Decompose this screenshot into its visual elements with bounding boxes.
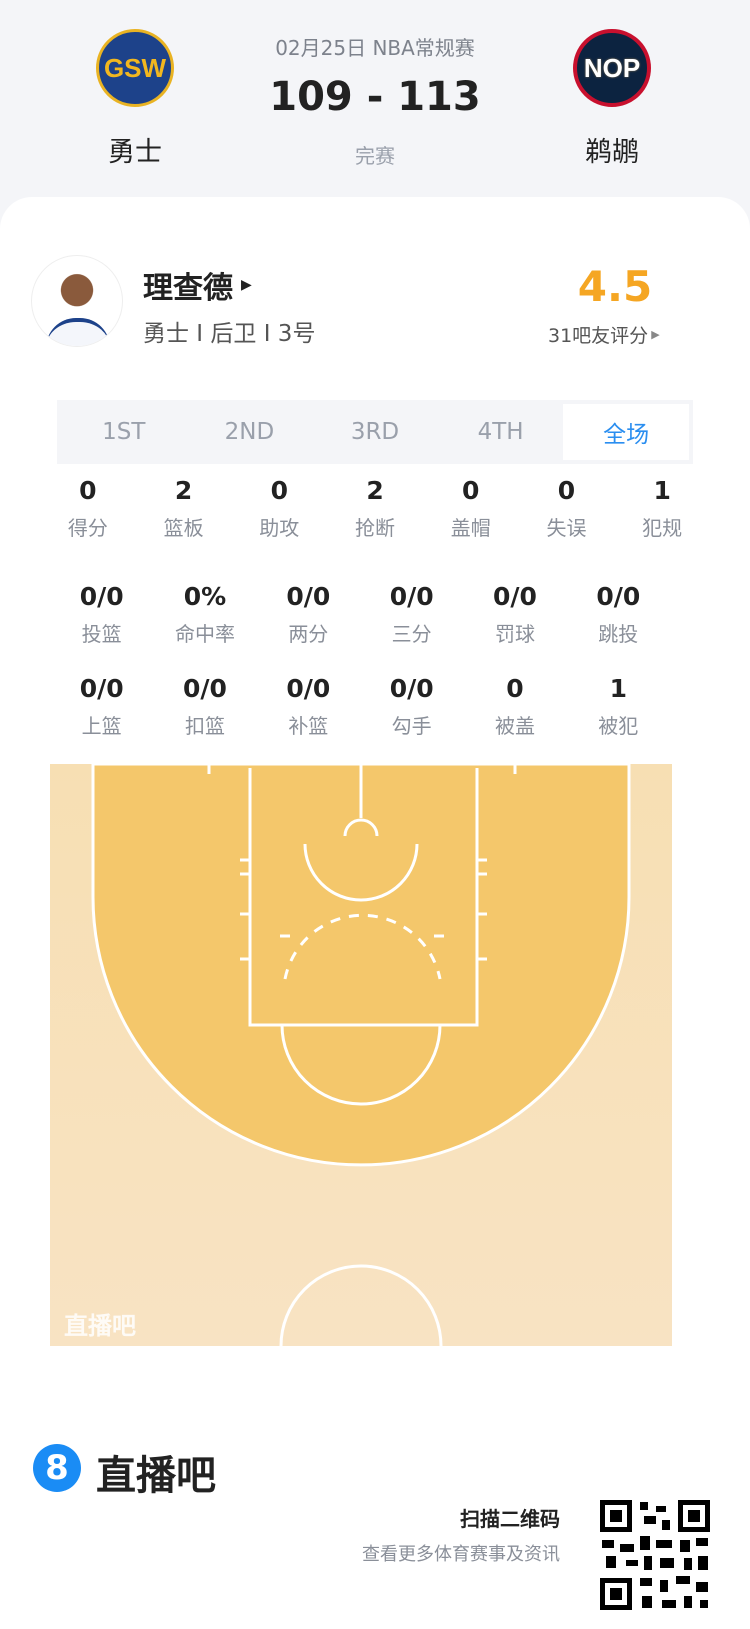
- gsw-logo: GSW: [96, 29, 174, 107]
- stat-fg: 0/0 投篮: [50, 580, 153, 647]
- stat-label: 盖帽: [450, 516, 491, 540]
- match-date-league: 02月25日 NBA常规赛: [275, 36, 475, 60]
- tab-2nd[interactable]: 2ND: [224, 419, 275, 445]
- stat-ft: 0/0 罚球: [463, 580, 566, 647]
- stat-assists: 0 助攻: [231, 474, 327, 541]
- stat-value: 1: [609, 674, 627, 703]
- stat-value: 0/0: [493, 582, 537, 611]
- stat-label: 被盖: [494, 714, 535, 738]
- tab-full-game[interactable]: 全场: [563, 404, 689, 460]
- tab-4th[interactable]: 4TH: [477, 419, 524, 445]
- stat-label: 罚球: [494, 622, 535, 646]
- center-circle: [279, 1264, 443, 1346]
- three-point-area: [91, 764, 631, 1167]
- stat-turnovers: 0 失误: [519, 474, 615, 541]
- stat-label: 失误: [546, 516, 587, 540]
- stat-tipin: 0/0 补篮: [257, 672, 360, 739]
- away-team-name[interactable]: 鹈鹕: [585, 137, 639, 168]
- player-name-link[interactable]: 理查德 ▶: [143, 263, 252, 307]
- nop-logo: NOP: [573, 29, 651, 107]
- stat-layup: 0/0 上篮: [50, 672, 153, 739]
- stat-blocks: 0 盖帽: [423, 474, 519, 541]
- match-status: 完赛: [355, 144, 395, 168]
- brand-logo-icon: 8: [33, 1444, 81, 1492]
- scan-subtitle: 查看更多体育赛事及资讯: [362, 1544, 560, 1565]
- caret-right-icon: ▶: [241, 277, 252, 293]
- stat-2pt: 0/0 两分: [257, 580, 360, 647]
- rating-label: 31吧友评分: [548, 325, 649, 347]
- stat-value: 0/0: [389, 582, 434, 611]
- stat-value: 0%: [183, 582, 227, 611]
- stat-label: 两分: [288, 622, 329, 646]
- stats-row-shooting: 0/0 投篮 0% 命中率 0/0 两分 0/0 三分 0/0 罚球 0/0 跳投: [50, 580, 670, 647]
- stat-value: 1: [653, 476, 671, 505]
- brand-name: 直播吧: [96, 1453, 216, 1499]
- stat-label: 篮板: [163, 516, 204, 540]
- stat-fouled: 1 被犯: [567, 672, 670, 739]
- stats-row-basic: 0 得分 2 篮板 0 助攻 2 抢断 0 盖帽 0 失误 1 犯规: [40, 474, 710, 541]
- stat-value: 0: [270, 476, 288, 505]
- caret-right-icon: ▶: [651, 328, 660, 341]
- stat-label: 勾手: [391, 714, 432, 738]
- stat-label: 得分: [67, 516, 108, 540]
- court-watermark: 直播吧: [64, 1312, 136, 1340]
- player-rating: 4.5: [577, 262, 653, 311]
- period-tabs: 1ST 2ND 3RD 4TH 全场: [57, 400, 693, 464]
- stat-hook: 0/0 勾手: [360, 672, 463, 739]
- stat-blocked: 0 被盖: [463, 672, 566, 739]
- stat-rebounds: 2 篮板: [136, 474, 232, 541]
- score: 109 - 113: [269, 74, 481, 120]
- player-avatar[interactable]: [31, 255, 123, 347]
- rim: [343, 818, 379, 837]
- stat-label: 被犯: [598, 714, 639, 738]
- shot-chart-court: [50, 764, 672, 1346]
- stat-label: 犯规: [642, 516, 683, 540]
- free-throw-circle-lower: [280, 1024, 442, 1106]
- stat-value: 0/0: [286, 674, 331, 703]
- stat-label: 上篮: [81, 714, 122, 738]
- stat-label: 助攻: [259, 516, 300, 540]
- stat-label: 补篮: [288, 714, 329, 738]
- stat-value: 0/0: [286, 582, 331, 611]
- stat-steals: 2 抢断: [327, 474, 423, 541]
- stat-value: 0: [557, 476, 576, 505]
- qr-code: [600, 1500, 710, 1610]
- stat-value: 0/0: [79, 674, 124, 703]
- stat-label: 跳投: [598, 622, 639, 646]
- rating-link[interactable]: 31吧友评分 ▶: [548, 321, 660, 348]
- stat-value: 0: [462, 476, 480, 505]
- stat-label: 命中率: [174, 622, 235, 646]
- stat-label: 三分: [391, 622, 432, 646]
- stat-points: 0 得分: [40, 474, 136, 541]
- stat-label: 抢断: [355, 516, 396, 540]
- stat-value: 0/0: [596, 582, 641, 611]
- stats-row-shot-types: 0/0 上篮 0/0 扣篮 0/0 补篮 0/0 勾手 0 被盖 1 被犯: [50, 672, 670, 739]
- stat-dunk: 0/0 扣篮: [153, 672, 256, 739]
- scan-title: 扫描二维码: [460, 1507, 560, 1531]
- stat-value: 2: [174, 476, 193, 505]
- stat-fg-pct: 0% 命中率: [153, 580, 256, 647]
- stat-value: 0: [506, 674, 524, 703]
- stat-label: 扣篮: [184, 714, 225, 738]
- home-team-name[interactable]: 勇士: [108, 137, 162, 168]
- stat-value: 0/0: [389, 674, 434, 703]
- stat-value: 2: [366, 476, 384, 505]
- paint: [248, 768, 479, 1027]
- stat-label: 投篮: [81, 622, 122, 646]
- tab-1st[interactable]: 1ST: [102, 419, 146, 445]
- stat-value: 0: [79, 476, 97, 505]
- tab-3rd[interactable]: 3RD: [350, 419, 400, 445]
- stat-value: 0/0: [183, 674, 227, 703]
- player-info: 勇士 I 后卫 I 3号: [143, 321, 316, 347]
- stat-value: 0/0: [79, 582, 124, 611]
- stat-jumpshot: 0/0 跳投: [567, 580, 670, 647]
- restricted-arc: [303, 843, 419, 902]
- stat-fouls: 1 犯规: [614, 474, 710, 541]
- player-name: 理查德: [143, 271, 233, 306]
- stat-3pt: 0/0 三分: [360, 580, 463, 647]
